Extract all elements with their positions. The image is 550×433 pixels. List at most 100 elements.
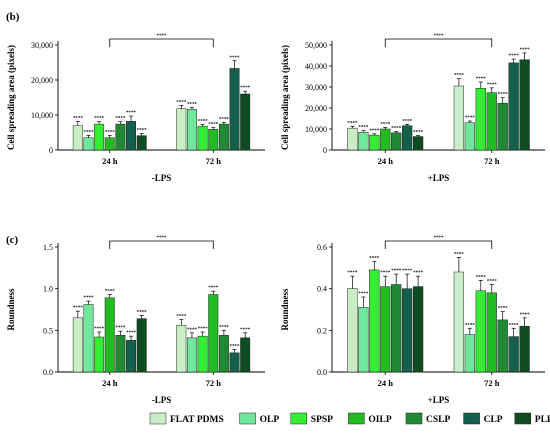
significance-marker: **** <box>137 129 148 134</box>
comparison-bracket <box>385 241 492 249</box>
y-axis-label: Roundness <box>6 288 16 331</box>
panel-label-c: (c) <box>6 234 19 246</box>
significance-marker: **** <box>476 275 487 280</box>
significance-marker: **** <box>176 315 187 320</box>
bar-spsp-72h <box>198 126 207 150</box>
significance-marker: **** <box>115 117 126 122</box>
legend-swatch-olp <box>240 413 256 424</box>
y-axis-label: Cell spreading area (pixels) <box>6 45 16 150</box>
y-tick-label: 30,000 <box>31 41 53 50</box>
legend-swatch-spsp <box>291 413 307 424</box>
legend: FLAT PDMS OLP SPSP OILP CSLP CLP PLP <box>150 413 550 425</box>
charts-layer: 0 10,000 20,000 30,000 Cell spreading area (… <box>6 34 545 405</box>
bar-clp-24h <box>126 340 135 372</box>
y-tick-label: 0 <box>49 146 53 155</box>
y-tick-label: 0.4 <box>317 285 327 294</box>
bar-cslp-24h <box>116 335 125 372</box>
x-tick-label: 72 h <box>484 378 500 388</box>
significance-marker: **** <box>498 93 509 98</box>
x-tick-label: 24 h <box>102 378 118 388</box>
significance-marker: **** <box>413 271 424 276</box>
bracket-significance: **** <box>157 236 168 241</box>
condition-label: -LPS <box>152 173 172 183</box>
bar-oilp-72h <box>487 293 497 372</box>
bar-flat-pdms-24h <box>348 128 358 150</box>
significance-marker: **** <box>391 127 402 132</box>
significance-marker: **** <box>380 271 391 276</box>
y-axis-label: Roundness <box>280 288 290 331</box>
significance-marker: **** <box>347 121 358 126</box>
legend-label: CSLP <box>426 415 450 425</box>
bar-clp-72h <box>230 353 239 372</box>
significance-marker: **** <box>402 269 413 274</box>
y-tick-label: 10,000 <box>305 125 327 134</box>
bar-olp-72h <box>187 338 196 372</box>
bracket-significance: **** <box>434 34 445 39</box>
significance-marker: **** <box>465 116 476 121</box>
panel-label-b: (b) <box>6 11 20 23</box>
y-tick-label: 20,000 <box>31 76 53 85</box>
y-tick-label: 10,000 <box>31 111 53 120</box>
significance-marker: **** <box>240 328 251 333</box>
bar-olp-24h <box>84 305 93 373</box>
x-tick-label: 72 h <box>484 156 500 166</box>
bar-plp-24h <box>413 137 423 150</box>
bar-flat-pdms-72h <box>177 109 186 150</box>
significance-marker: **** <box>115 326 126 331</box>
bar-spsp-72h <box>476 291 486 372</box>
significance-marker: **** <box>454 74 465 79</box>
significance-marker: **** <box>240 86 251 91</box>
y-tick-label: 1.5 <box>43 243 53 252</box>
significance-marker: **** <box>73 116 84 121</box>
bracket-significance: **** <box>157 34 168 39</box>
y-tick-label: 20,000 <box>305 104 327 113</box>
bar-clp-72h <box>509 337 519 372</box>
bar-olp-72h <box>187 109 196 150</box>
bar-plp-72h <box>240 94 249 150</box>
significance-marker: **** <box>94 327 105 332</box>
significance-marker: **** <box>105 290 116 295</box>
significance-marker: **** <box>230 345 241 350</box>
legend-label: FLAT PDMS <box>170 415 224 425</box>
significance-marker: **** <box>198 327 209 332</box>
bar-oilp-72h <box>487 93 497 150</box>
significance-marker: **** <box>520 48 531 53</box>
x-tick-label: 24 h <box>378 378 394 388</box>
legend-swatch-cslp <box>406 413 422 424</box>
bar-oilp-72h <box>209 295 218 373</box>
legend-label: OLP <box>260 415 280 425</box>
bar-spsp-24h <box>369 135 379 150</box>
y-tick-label: 0.2 <box>317 326 327 335</box>
bar-olp-72h <box>465 335 475 373</box>
significance-marker: **** <box>476 77 487 82</box>
y-tick-label: 0.6 <box>317 243 327 252</box>
significance-marker: **** <box>465 323 476 328</box>
bar-plp-72h <box>240 338 249 372</box>
significance-marker: **** <box>208 123 219 128</box>
y-tick-label: 50,000 <box>305 41 327 50</box>
legend-swatch-clp <box>464 413 480 424</box>
bar-spsp-24h <box>94 124 103 150</box>
legend-label: OILP <box>368 415 391 425</box>
bar-cslp-72h <box>498 320 508 372</box>
bar-flat-pdms-24h <box>73 318 82 372</box>
bar-clp-72h <box>509 63 519 150</box>
bar-olp-24h <box>84 138 93 150</box>
chart-0: 0 10,000 20,000 30,000 Cell spreading area (… <box>6 34 265 183</box>
significance-marker: **** <box>413 130 424 135</box>
significance-marker: **** <box>105 130 116 135</box>
bar-flat-pdms-72h <box>454 86 464 150</box>
bar-clp-24h <box>402 289 412 372</box>
significance-marker: **** <box>487 83 498 88</box>
bar-plp-24h <box>137 319 146 372</box>
bar-cslp-72h <box>219 124 228 150</box>
significance-marker: **** <box>520 313 531 318</box>
bar-clp-72h <box>230 68 239 150</box>
significance-marker: **** <box>198 119 209 124</box>
bar-olp-72h <box>465 123 475 150</box>
y-tick-label: 30,000 <box>305 83 327 92</box>
significance-marker: **** <box>369 129 380 134</box>
significance-marker: **** <box>509 323 520 328</box>
